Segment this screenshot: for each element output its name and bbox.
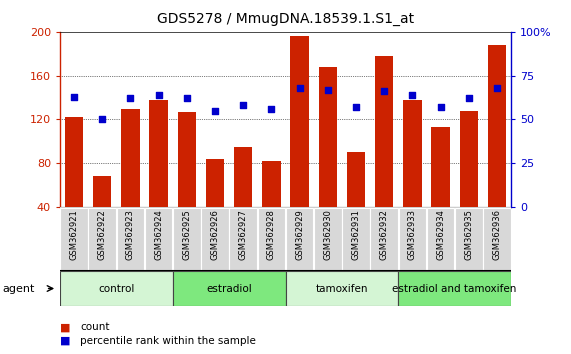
Point bbox=[380, 88, 389, 94]
Bar bbox=[371, 208, 398, 270]
Bar bbox=[342, 208, 370, 270]
Text: GSM362921: GSM362921 bbox=[70, 209, 79, 260]
Point bbox=[267, 106, 276, 112]
Point bbox=[492, 85, 501, 91]
Bar bbox=[234, 147, 252, 207]
Bar bbox=[427, 208, 455, 270]
Point bbox=[98, 117, 107, 122]
Bar bbox=[206, 159, 224, 207]
Bar bbox=[60, 271, 173, 306]
Text: ■: ■ bbox=[60, 322, 70, 332]
Bar bbox=[403, 100, 421, 207]
Bar bbox=[399, 271, 511, 306]
Bar bbox=[201, 208, 229, 270]
Text: GSM362925: GSM362925 bbox=[182, 209, 191, 260]
Bar bbox=[89, 208, 116, 270]
Text: GSM362926: GSM362926 bbox=[211, 209, 219, 260]
Point bbox=[211, 108, 220, 114]
Bar bbox=[93, 176, 111, 207]
Bar bbox=[455, 208, 482, 270]
Bar bbox=[116, 208, 144, 270]
Text: tamoxifen: tamoxifen bbox=[316, 284, 368, 293]
Point bbox=[154, 92, 163, 98]
Point bbox=[323, 87, 332, 92]
Text: GDS5278 / MmugDNA.18539.1.S1_at: GDS5278 / MmugDNA.18539.1.S1_at bbox=[157, 12, 414, 27]
Text: agent: agent bbox=[3, 284, 35, 293]
Point bbox=[70, 94, 79, 99]
Text: GSM362929: GSM362929 bbox=[295, 209, 304, 260]
Text: GSM362927: GSM362927 bbox=[239, 209, 248, 260]
Text: GSM362935: GSM362935 bbox=[464, 209, 473, 260]
Bar bbox=[314, 208, 341, 270]
Bar bbox=[60, 208, 88, 270]
Text: percentile rank within the sample: percentile rank within the sample bbox=[80, 336, 256, 346]
Text: GSM362932: GSM362932 bbox=[380, 209, 389, 260]
Bar bbox=[145, 208, 172, 270]
Bar bbox=[258, 208, 286, 270]
Point bbox=[295, 85, 304, 91]
Text: ■: ■ bbox=[60, 336, 70, 346]
Bar bbox=[178, 112, 196, 207]
Point bbox=[436, 104, 445, 110]
Bar bbox=[375, 56, 393, 207]
Point bbox=[182, 96, 191, 101]
Bar bbox=[291, 36, 309, 207]
Bar bbox=[173, 271, 286, 306]
Text: control: control bbox=[98, 284, 135, 293]
Bar bbox=[286, 271, 399, 306]
Text: GSM362924: GSM362924 bbox=[154, 209, 163, 260]
Text: GSM362923: GSM362923 bbox=[126, 209, 135, 260]
Text: GSM362928: GSM362928 bbox=[267, 209, 276, 260]
Bar bbox=[262, 161, 280, 207]
Bar bbox=[432, 127, 450, 207]
Text: GSM362931: GSM362931 bbox=[352, 209, 360, 260]
Bar bbox=[173, 208, 200, 270]
Bar bbox=[319, 67, 337, 207]
Bar bbox=[230, 208, 257, 270]
Text: GSM362934: GSM362934 bbox=[436, 209, 445, 260]
Bar bbox=[121, 109, 139, 207]
Bar bbox=[399, 208, 426, 270]
Bar bbox=[65, 117, 83, 207]
Text: GSM362933: GSM362933 bbox=[408, 209, 417, 260]
Text: GSM362922: GSM362922 bbox=[98, 209, 107, 260]
Bar bbox=[347, 152, 365, 207]
Point bbox=[351, 104, 360, 110]
Text: GSM362936: GSM362936 bbox=[492, 209, 501, 260]
Text: GSM362930: GSM362930 bbox=[323, 209, 332, 260]
Point bbox=[126, 96, 135, 101]
Text: estradiol and tamoxifen: estradiol and tamoxifen bbox=[392, 284, 517, 293]
Bar bbox=[483, 208, 511, 270]
Bar bbox=[460, 111, 478, 207]
Bar bbox=[286, 208, 313, 270]
Point bbox=[408, 92, 417, 98]
Bar bbox=[150, 100, 168, 207]
Point bbox=[239, 103, 248, 108]
Bar bbox=[488, 45, 506, 207]
Text: count: count bbox=[80, 322, 110, 332]
Point bbox=[464, 96, 473, 101]
Text: estradiol: estradiol bbox=[206, 284, 252, 293]
